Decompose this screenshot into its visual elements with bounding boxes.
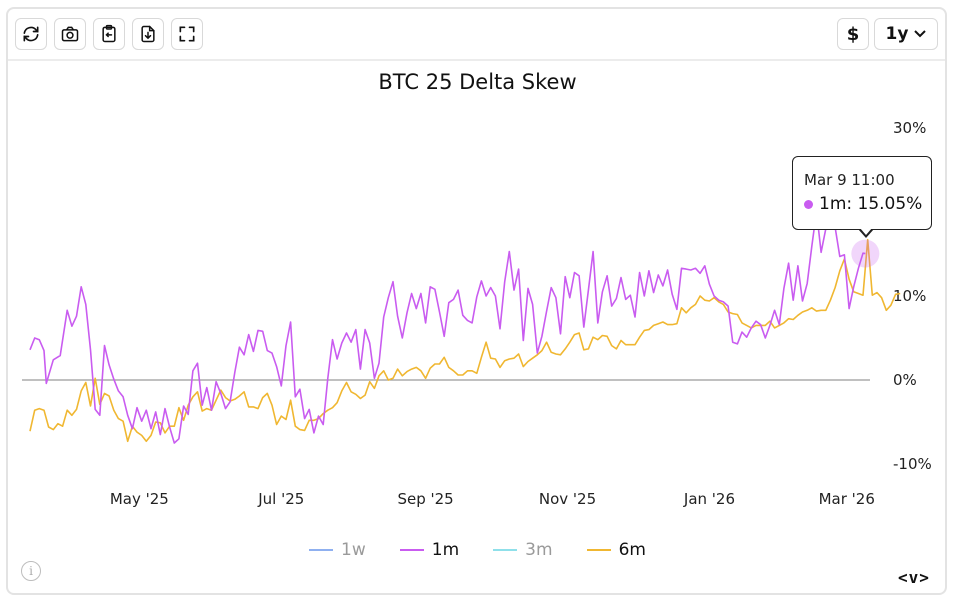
range-label: 1y <box>885 24 909 44</box>
refresh-button[interactable] <box>15 18 47 50</box>
range-select[interactable]: 1y <box>874 18 938 50</box>
x-tick-label: Nov '25 <box>539 490 596 508</box>
tooltip-date: Mar 9 11:00 <box>804 171 895 189</box>
series-line-6m <box>29 238 901 443</box>
tooltip-row: 1m: 15.05% <box>804 194 931 214</box>
chart-legend: 1w 1m 3m 6m <box>0 540 955 560</box>
x-tick-label: Mar '26 <box>819 490 875 508</box>
download-button[interactable] <box>132 18 164 50</box>
series-line-1m <box>29 203 866 444</box>
legend-swatch-1w <box>309 549 334 551</box>
legend-swatch-1m <box>399 549 424 551</box>
hover-marker-halo <box>851 239 880 268</box>
screenshot-button[interactable] <box>54 18 86 50</box>
chevron-down-icon <box>914 30 927 38</box>
copy-button[interactable] <box>93 18 125 50</box>
tooltip-series-dot <box>804 199 813 209</box>
legend-label-3m: 3m <box>525 540 553 560</box>
info-icon[interactable]: i <box>21 561 41 581</box>
download-icon <box>141 25 155 43</box>
y-tick-label: 0% <box>893 371 917 389</box>
expand-icon <box>179 26 195 42</box>
y-tick-label: -10% <box>893 455 932 473</box>
tooltip-value: 1m: 15.05% <box>819 194 923 214</box>
fullscreen-button[interactable] <box>171 18 203 50</box>
clipboard-icon <box>102 24 116 43</box>
y-tick-label: 30% <box>893 119 926 137</box>
x-tick-label: Jan '26 <box>683 490 735 508</box>
legend-label-1w: 1w <box>341 540 366 560</box>
legend-item-1m[interactable]: 1m <box>399 540 460 560</box>
camera-icon <box>61 26 79 42</box>
legend-item-6m[interactable]: 6m <box>586 540 646 560</box>
x-tick-label: May '25 <box>110 490 169 508</box>
x-tick-label: Sep '25 <box>397 490 453 508</box>
legend-item-1w[interactable]: 1w <box>309 540 366 560</box>
tooltip-pointer-fill <box>860 228 872 235</box>
legend-item-3m[interactable]: 3m <box>493 540 553 560</box>
currency-label: $ <box>846 23 860 45</box>
refresh-icon <box>23 26 39 42</box>
chart-title: BTC 25 Delta Skew <box>378 70 577 94</box>
chart-tooltip: Mar 9 11:00 1m: 15.05% <box>792 156 932 230</box>
y-tick-label: 10% <box>893 287 926 305</box>
legend-label-6m: 6m <box>618 540 646 560</box>
nav-arrows[interactable]: <v> <box>898 568 930 587</box>
info-label: i <box>29 564 33 578</box>
legend-label-1m: 1m <box>431 540 460 560</box>
x-tick-label: Jul '25 <box>257 490 304 508</box>
currency-button[interactable]: $ <box>837 18 869 50</box>
legend-swatch-6m <box>586 549 611 551</box>
legend-swatch-3m <box>493 549 518 551</box>
chart-toolbar: $ 1y <box>8 9 945 61</box>
